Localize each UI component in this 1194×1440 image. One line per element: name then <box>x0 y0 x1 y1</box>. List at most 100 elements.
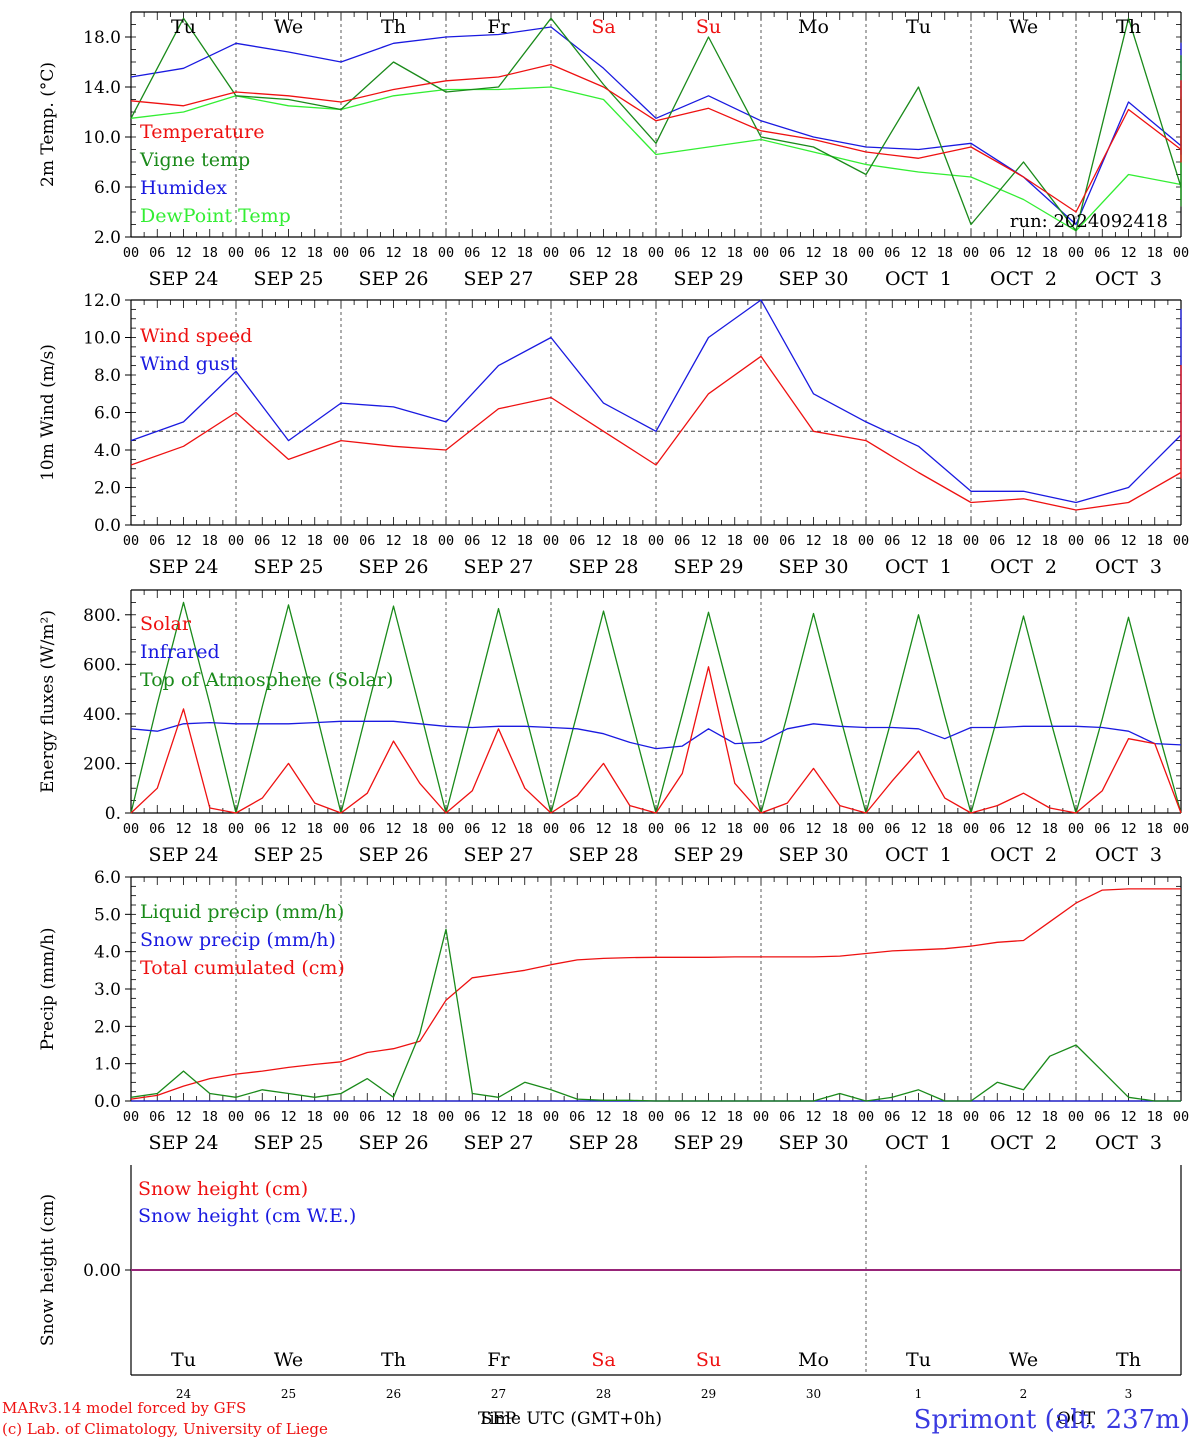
date-label: SEP 25 <box>254 1132 324 1154</box>
hour-tick-label: 12 <box>910 821 926 837</box>
date-label: OCT 3 <box>1095 844 1162 866</box>
model-credit: MARv3.14 model forced by GFS <box>2 1399 246 1417</box>
date-label: SEP 28 <box>569 844 639 866</box>
date-label: SEP 26 <box>359 1132 429 1154</box>
hour-tick-label: 00 <box>228 1109 244 1125</box>
hour-tick-label: 18 <box>1042 245 1058 261</box>
y-tick-label: 5.0 <box>94 905 121 925</box>
y-axis-title: Energy fluxes (W/m²) <box>38 610 58 793</box>
hour-tick-label: 00 <box>333 821 349 837</box>
date-label: SEP 24 <box>149 1132 219 1154</box>
y-axis-title: 2m Temp. (°C) <box>38 62 58 187</box>
hour-tick-label: 18 <box>202 533 218 549</box>
hour-tick-label: 00 <box>858 533 874 549</box>
day-of-week-label: Tu <box>171 1349 196 1371</box>
date-label: SEP 27 <box>464 268 534 290</box>
day-of-week-label: Tu <box>906 1349 931 1371</box>
date-label: SEP 30 <box>779 1132 849 1154</box>
hour-tick-label: 06 <box>884 245 900 261</box>
hour-tick-label: 12 <box>385 533 401 549</box>
hour-tick-label: 18 <box>202 821 218 837</box>
hour-tick-label: 06 <box>674 821 690 837</box>
y-tick-label: 14.0 <box>83 78 121 98</box>
chart-panels: 2.06.010.014.018.02m Temp. (°C) Temperatu… <box>38 11 1189 1429</box>
hour-tick-label: 06 <box>884 533 900 549</box>
hour-tick-label: 06 <box>1094 245 1110 261</box>
date-label: SEP 26 <box>359 556 429 578</box>
hour-tick-label: 00 <box>438 245 454 261</box>
legend-entry: DewPoint Temp <box>140 205 291 227</box>
hour-tick-label: 12 <box>175 1109 191 1125</box>
date-label: OCT 2 <box>990 268 1057 290</box>
hour-tick-label: 12 <box>910 1109 926 1125</box>
day-number-label: 25 <box>281 1387 296 1401</box>
y-tick-label: 400. <box>83 705 121 725</box>
y-tick-label: 12.0 <box>83 291 121 311</box>
hour-tick-label: 18 <box>1042 533 1058 549</box>
date-label: OCT 3 <box>1095 556 1162 578</box>
hour-tick-label: 12 <box>1120 1109 1136 1125</box>
legend-entry: Infrared <box>140 641 220 663</box>
hour-tick-label: 06 <box>884 821 900 837</box>
hour-tick-label: 18 <box>202 245 218 261</box>
hour-tick-label: 00 <box>438 1109 454 1125</box>
hour-tick-label: 06 <box>359 1109 375 1125</box>
hour-tick-label: 00 <box>543 1109 559 1125</box>
hour-tick-label: 18 <box>937 245 953 261</box>
hour-tick-label: 06 <box>779 821 795 837</box>
hour-tick-label: 18 <box>622 821 638 837</box>
hour-tick-label: 12 <box>1120 245 1136 261</box>
series-line-wind-gust <box>130 299 1182 504</box>
hour-tick-label: 00 <box>333 245 349 261</box>
hour-tick-label: 18 <box>412 821 428 837</box>
day-of-week-label: Mo <box>798 1349 829 1371</box>
date-label: SEP 25 <box>254 268 324 290</box>
series-line-solar <box>130 666 1182 814</box>
hour-tick-label: 18 <box>202 1109 218 1125</box>
legend-entry: Snow height (cm W.E.) <box>138 1205 356 1227</box>
hour-tick-label: 00 <box>648 533 664 549</box>
y-tick-label: 0.00 <box>83 1261 121 1281</box>
series-line-temperature <box>130 63 1182 213</box>
hour-tick-label: 12 <box>700 245 716 261</box>
date-label: OCT 3 <box>1095 268 1162 290</box>
hour-tick-label: 00 <box>963 1109 979 1125</box>
date-label: SEP 25 <box>254 844 324 866</box>
hour-tick-label: 00 <box>438 821 454 837</box>
hour-tick-label: 12 <box>1015 245 1031 261</box>
y-tick-label: 6.0 <box>94 178 121 198</box>
month-label: OCT <box>1057 1409 1096 1429</box>
y-tick-label: 2.0 <box>94 228 121 248</box>
run-label: run: 2024092418 <box>1010 211 1168 232</box>
hour-tick-label: 06 <box>149 245 165 261</box>
day-of-week-label: Su <box>696 1349 721 1371</box>
hour-tick-label: 00 <box>858 245 874 261</box>
y-tick-label: 0.0 <box>94 1092 121 1112</box>
day-number-label: 29 <box>701 1387 716 1401</box>
date-label: SEP 30 <box>779 268 849 290</box>
y-tick-label: 4.0 <box>94 943 121 963</box>
hour-tick-label: 00 <box>123 245 139 261</box>
hour-tick-label: 00 <box>963 533 979 549</box>
hour-tick-label: 12 <box>1120 821 1136 837</box>
hour-tick-label: 12 <box>595 1109 611 1125</box>
day-of-week-label: Fr <box>487 1349 510 1371</box>
panel-wind: 0.0 2.0 4.0 6.0 8.0 10.0 12.0 10m Wind (m/s) Win… <box>38 291 1189 578</box>
date-label: SEP 27 <box>464 844 534 866</box>
date-label: SEP 27 <box>464 1132 534 1154</box>
date-label: SEP 27 <box>464 556 534 578</box>
hour-tick-label: 12 <box>700 821 716 837</box>
hour-tick-label: 18 <box>412 1109 428 1125</box>
hour-tick-label: 18 <box>1147 1109 1163 1125</box>
series-line-total-cumulated-cm <box>130 888 1181 1100</box>
date-label: OCT 1 <box>885 268 952 290</box>
day-number-label: 2 <box>1020 1387 1028 1401</box>
date-label: SEP 24 <box>149 268 219 290</box>
legend-entry: Snow height (cm) <box>138 1178 308 1200</box>
day-number-label: 1 <box>915 1387 923 1401</box>
hour-tick-label: 12 <box>700 1109 716 1125</box>
hour-tick-label: 12 <box>385 821 401 837</box>
legend-entry: Humidex <box>140 177 227 199</box>
legend-entry: Snow precip (mm/h) <box>140 929 336 951</box>
hour-tick-label: 18 <box>1042 1109 1058 1125</box>
